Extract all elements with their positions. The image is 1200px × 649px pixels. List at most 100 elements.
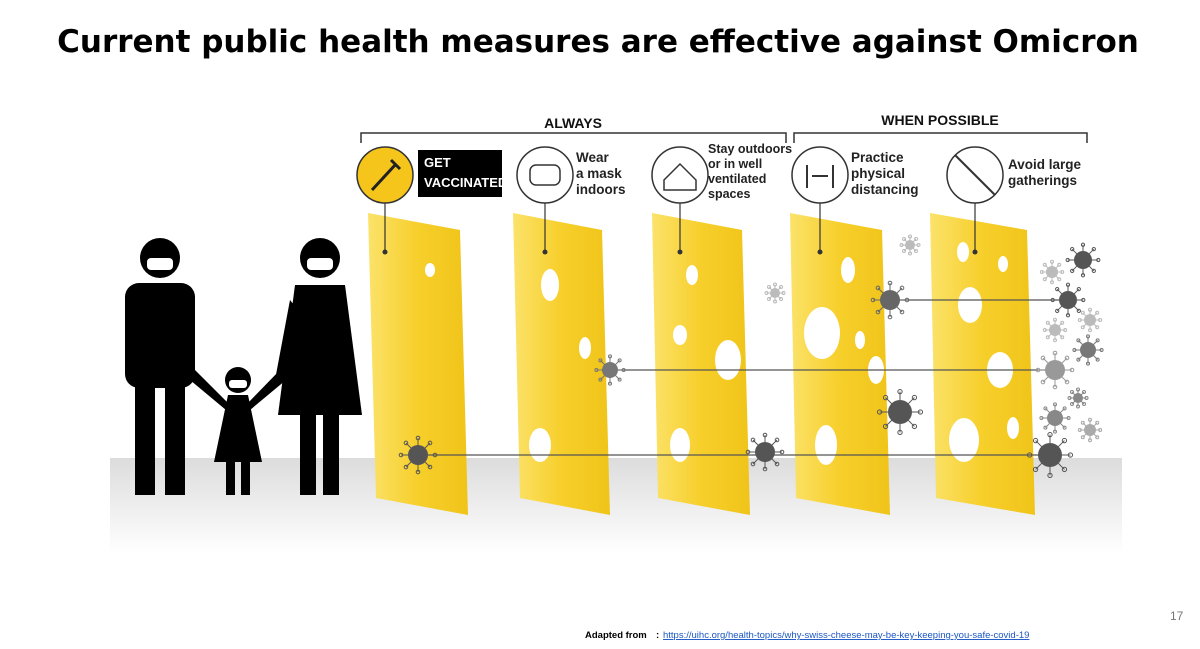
virus-part [1042, 262, 1047, 267]
virus-part [608, 354, 612, 359]
group-label: WHEN POSSIBLE [881, 112, 998, 128]
virus-part [617, 377, 622, 382]
bracket [360, 132, 787, 143]
virus-part [415, 435, 421, 441]
pointers [384, 203, 976, 250]
virus-part [1057, 277, 1062, 282]
virus-part [1069, 389, 1074, 394]
virus-part [1038, 443, 1062, 467]
virus-part [1069, 367, 1075, 373]
virus-part [1062, 406, 1067, 411]
virus-part [911, 423, 918, 430]
virus-part [916, 243, 921, 247]
virus-part [621, 368, 626, 372]
virus-part [911, 394, 918, 401]
virus-part [899, 243, 904, 247]
slide-title: Current public health measures are effec… [57, 24, 1139, 60]
virus-part [1049, 324, 1061, 336]
layer-label: Practice physical distancing [851, 150, 919, 197]
virus-part [762, 432, 768, 438]
virus-part [1099, 348, 1104, 352]
virus-part [1052, 384, 1058, 390]
virus-part [1077, 428, 1082, 432]
virus-part [888, 400, 912, 424]
virus-part [1072, 348, 1077, 352]
virus-part [1077, 318, 1082, 322]
virus-part [598, 377, 603, 382]
virus-part [1053, 317, 1057, 322]
virus-part [1084, 314, 1096, 326]
virus-part [897, 429, 903, 436]
virus-part [1050, 297, 1055, 303]
layer-label: Stay outdoors or in well ventilated spaces [708, 142, 792, 201]
virus-part [1082, 402, 1087, 407]
virus-part [1080, 310, 1085, 315]
virus-part [899, 309, 905, 315]
virus-part [1088, 328, 1092, 333]
virus-part [1098, 318, 1103, 322]
pointer-dots [382, 249, 978, 255]
virus-part [1070, 247, 1075, 252]
virus-part [427, 440, 433, 446]
virus-part [774, 461, 780, 467]
virus-part [1095, 357, 1100, 362]
virus-part [914, 249, 919, 254]
virus-part [1080, 420, 1085, 425]
virus-part [1045, 335, 1050, 340]
virus-part [1074, 251, 1092, 269]
virus-part [1060, 320, 1065, 325]
virus-part [1026, 452, 1033, 458]
virus-part [1039, 416, 1044, 420]
bracket [793, 132, 1088, 143]
virus-part [1091, 268, 1096, 273]
virus-part [598, 358, 603, 363]
virus-part [1064, 379, 1070, 385]
layer-label: GET VACCINATED [424, 155, 507, 190]
virus-part [1095, 325, 1100, 330]
virus-part [1047, 431, 1053, 438]
measure-icons [356, 146, 1004, 204]
page-number: 17 [1170, 609, 1184, 623]
virus-part [1084, 424, 1096, 436]
virus-part [408, 445, 428, 465]
virus-part [1050, 259, 1054, 264]
virus-part [1052, 350, 1058, 356]
virus-part [779, 449, 785, 455]
virus-part [1076, 404, 1080, 409]
virus-part [1060, 335, 1065, 340]
virus-part [1095, 435, 1100, 440]
virus-part [901, 249, 906, 254]
virus-part [1040, 355, 1046, 361]
virus-part [1073, 393, 1083, 403]
virus-part [432, 452, 438, 458]
virus-part [1053, 402, 1057, 407]
virus-part [1060, 270, 1065, 274]
virus-part [1095, 420, 1100, 425]
virus-part [1065, 313, 1071, 318]
virus-part [887, 314, 893, 320]
virus-part [882, 423, 889, 430]
virus-part [1088, 417, 1092, 422]
virus-part [897, 388, 903, 395]
virus-part [762, 466, 768, 472]
family-icon [125, 238, 362, 495]
virus-part [1062, 425, 1067, 430]
virus-part [403, 440, 409, 446]
virus-part [1076, 387, 1080, 392]
virus-part [1059, 291, 1077, 309]
source-link[interactable]: https://uihc.org/health-topics/why-swiss… [663, 630, 1029, 641]
virus-part [755, 442, 775, 462]
virus-part [1098, 428, 1103, 432]
virus-part [750, 437, 756, 443]
virus-part [1080, 242, 1086, 247]
source-url[interactable]: https://uihc.org/health-topics/why-swiss… [663, 630, 1029, 641]
colon: : [656, 630, 659, 641]
virus-part [1042, 328, 1047, 332]
virus-part [1050, 280, 1054, 285]
virus-part [1039, 270, 1044, 274]
layer-label: Avoid large gatherings [1008, 157, 1082, 188]
virus-part [1080, 273, 1086, 278]
virus-part [1066, 416, 1071, 420]
virus-part [403, 464, 409, 470]
virus-part [1053, 338, 1057, 343]
